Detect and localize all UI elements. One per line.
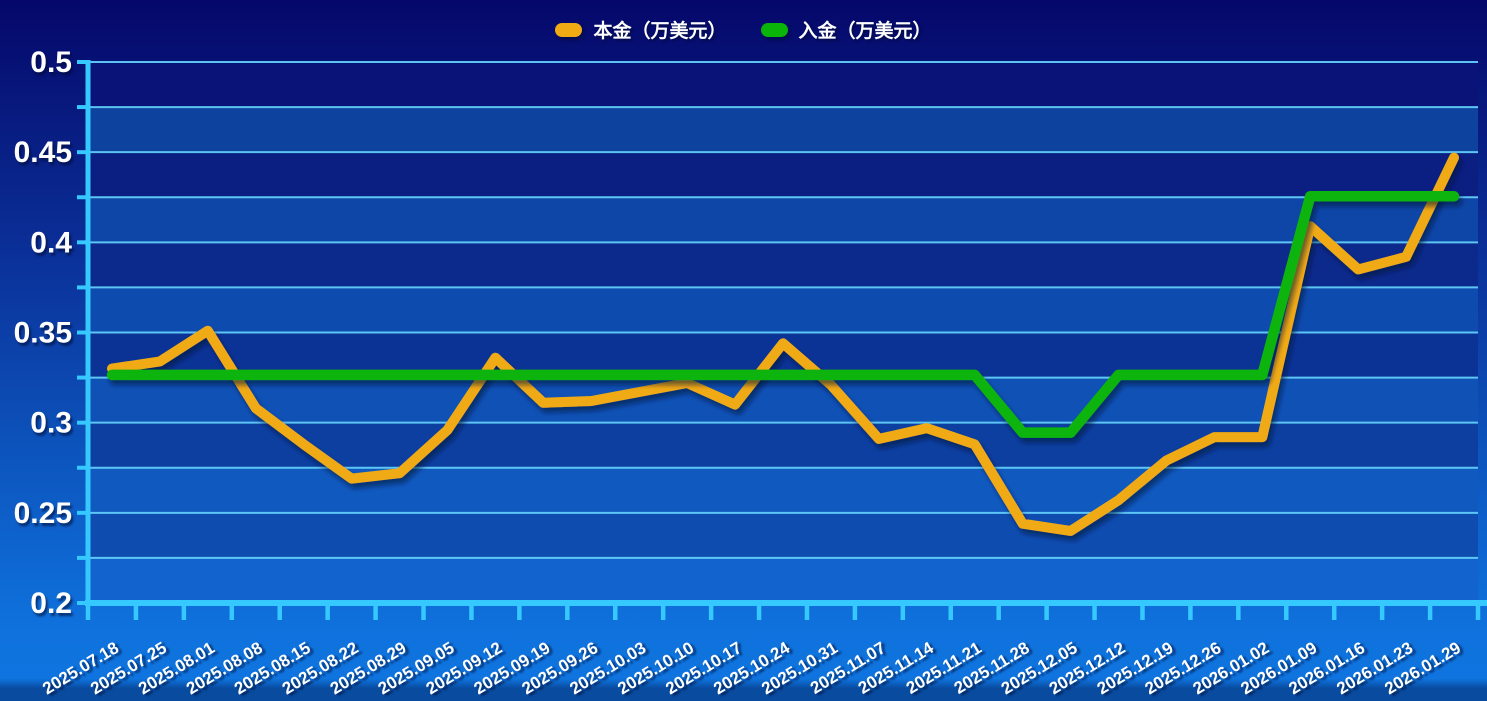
svg-text:0.45: 0.45 [14,136,72,169]
legend: 本金（万美元） 入金（万美元） [0,16,1487,43]
svg-text:0.3: 0.3 [30,407,72,440]
legend-swatch-deposit-icon [760,22,788,37]
svg-text:0.5: 0.5 [30,46,72,79]
svg-text:0.35: 0.35 [14,317,72,350]
legend-swatch-principal-icon [555,22,583,37]
legend-item-principal[interactable]: 本金（万美元） [555,16,727,43]
svg-text:0.4: 0.4 [30,226,72,259]
svg-text:0.2: 0.2 [30,587,72,620]
legend-item-deposit[interactable]: 入金（万美元） [760,16,932,43]
svg-text:0.25: 0.25 [14,497,72,530]
legend-label-principal: 本金（万美元） [593,21,727,42]
legend-label-deposit: 入金（万美元） [798,21,932,42]
